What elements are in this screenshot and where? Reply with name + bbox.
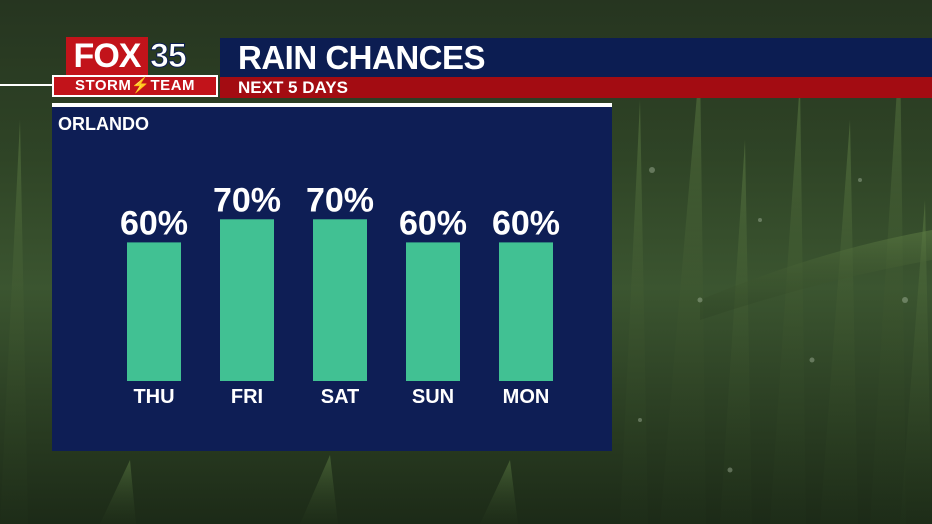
logo-brand: FOX: [66, 37, 148, 75]
value-label-mon: 60%: [492, 204, 560, 242]
divider-line: [0, 84, 56, 86]
category-label-sat: SAT: [321, 386, 360, 408]
panel-top-rule: [52, 103, 612, 107]
rain-chance-bar-chart: 60% THU 70% FRI 70% SAT 60% SUN 60% MON: [120, 181, 560, 408]
value-label-fri: 70%: [213, 181, 281, 219]
bar-sun: [406, 242, 460, 381]
bar-fri: [220, 219, 274, 381]
logo-team-banner: STORM⚡TEAM: [52, 75, 218, 97]
subtitle-bar: [220, 77, 932, 98]
logo-channel: 35: [150, 37, 188, 76]
value-label-sun: 60%: [399, 204, 467, 242]
title-bar: [220, 38, 932, 77]
value-label-thu: 60%: [120, 204, 188, 242]
page-title: RAIN CHANCES: [238, 39, 486, 76]
category-label-sun: SUN: [412, 386, 454, 408]
fox35-storm-team-logo: FOX 35 STORM⚡TEAM: [52, 37, 220, 99]
page-subtitle: NEXT 5 DAYS: [238, 78, 348, 97]
value-label-sat: 70%: [306, 181, 374, 219]
chart-title: ORLANDO: [58, 114, 149, 134]
bar-thu: [127, 242, 181, 381]
category-label-mon: MON: [503, 386, 550, 408]
logo-team-label: STORM⚡TEAM: [54, 77, 216, 95]
bar-sat: [313, 219, 367, 381]
category-label-fri: FRI: [231, 386, 263, 408]
bar-mon: [499, 242, 553, 381]
category-label-thu: THU: [133, 386, 174, 408]
